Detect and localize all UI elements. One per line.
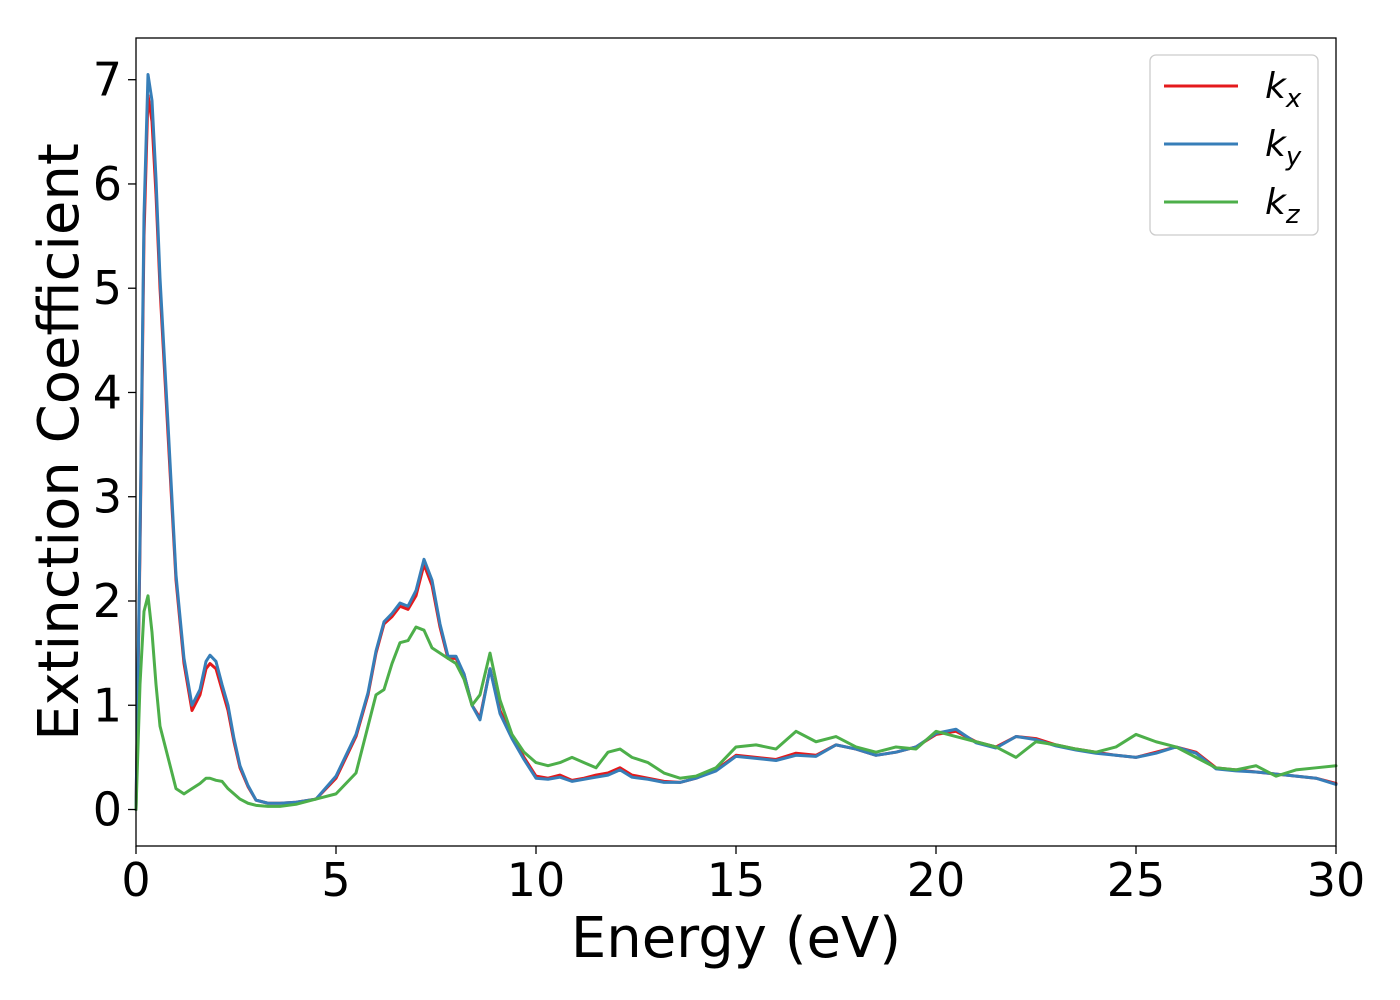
y-axis-label: Extinction Coefficient — [27, 143, 92, 741]
x-axis: 0 5 10 15 20 25 30 — [121, 846, 1365, 907]
y-tick-label: 5 — [93, 261, 122, 315]
y-tick-label: 7 — [93, 53, 122, 107]
series-line-y — [134, 72, 1338, 812]
y-tick-label: 1 — [93, 678, 122, 732]
y-tick-label: 0 — [93, 783, 122, 837]
series-line-z — [134, 594, 1338, 812]
x-tick-label: 25 — [1107, 853, 1166, 907]
x-tick-label: 15 — [707, 853, 766, 907]
y-axis: 0 1 2 3 4 5 6 7 — [93, 53, 136, 837]
x-tick-label: 0 — [121, 853, 150, 907]
y-tick-label: 6 — [93, 157, 122, 211]
x-axis-label: Energy (eV) — [571, 906, 901, 971]
x-tick-label: 20 — [907, 853, 966, 907]
series-layer — [134, 72, 1338, 812]
x-tick-label: 5 — [321, 853, 350, 907]
y-tick-label: 4 — [93, 365, 122, 419]
x-tick-label: 10 — [507, 853, 566, 907]
x-tick-label: 30 — [1307, 853, 1366, 907]
y-tick-label: 3 — [93, 470, 122, 524]
y-tick-label: 2 — [93, 574, 122, 628]
